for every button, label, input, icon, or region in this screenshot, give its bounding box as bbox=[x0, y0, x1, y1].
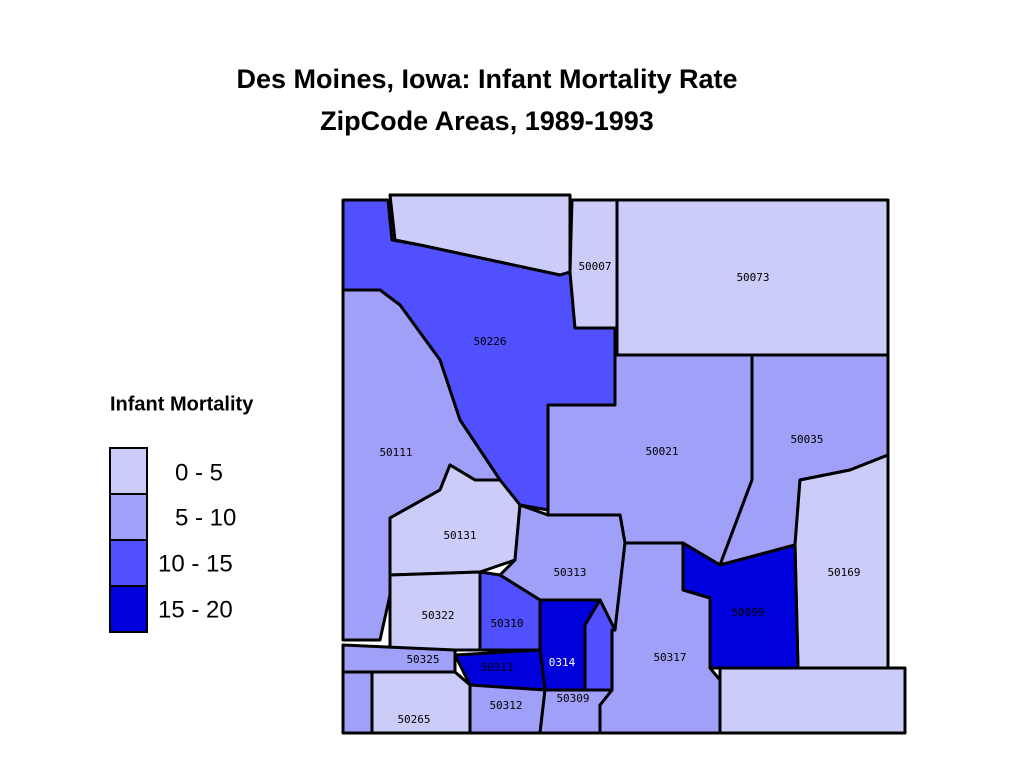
zip-label: 50169 bbox=[827, 566, 860, 579]
title-line: Des Moines, Iowa: Infant Mortality Rate bbox=[236, 64, 737, 94]
legend-swatch bbox=[109, 585, 148, 633]
legend-label: 15 - 20 bbox=[158, 596, 233, 623]
legend-swatch bbox=[109, 493, 148, 541]
zip-label: 50131 bbox=[443, 529, 476, 542]
zip-label: 50313 bbox=[553, 566, 586, 579]
map: 50226 50007 50073 50111 50131 50021 5003… bbox=[341, 193, 907, 735]
zip-label: 50309 bbox=[556, 692, 589, 705]
zip-label: 50310 bbox=[490, 617, 523, 630]
zip-area bbox=[538, 688, 614, 735]
zip-label: 50035 bbox=[790, 433, 823, 446]
legend-label: 0 - 5 bbox=[175, 459, 223, 486]
zip-label: 50073 bbox=[736, 271, 769, 284]
zip-label: 50111 bbox=[379, 446, 412, 459]
zip-label: 50311 bbox=[480, 661, 513, 674]
legend-swatch bbox=[109, 539, 148, 587]
legend-label: 5 - 10 bbox=[175, 504, 236, 531]
zip-label: 50322 bbox=[421, 609, 454, 622]
legend-swatch bbox=[109, 447, 148, 495]
zip-label: 50312 bbox=[489, 699, 522, 712]
zip-label: 50226 bbox=[473, 335, 506, 348]
zip-label: 50317 bbox=[653, 651, 686, 664]
zip-area bbox=[341, 670, 374, 735]
legend: Infant Mortality 0 - 5 5 - 10 10 - 15 15… bbox=[109, 393, 254, 633]
zip-label: 50021 bbox=[645, 445, 678, 458]
zip-label: 50099 bbox=[731, 606, 764, 619]
zip-area bbox=[568, 198, 619, 330]
zip-label: 0314 bbox=[549, 656, 576, 669]
zip-area bbox=[793, 453, 890, 670]
title-line: ZipCode Areas, 1989-1993 bbox=[320, 106, 654, 136]
zip-label: 50007 bbox=[578, 260, 611, 273]
legend-label: 10 - 15 bbox=[158, 550, 233, 577]
zip-label: 50325 bbox=[406, 653, 439, 666]
zip-label: 50265 bbox=[397, 713, 430, 726]
zip-area bbox=[718, 666, 907, 735]
legend-title: Infant Mortality bbox=[110, 393, 254, 415]
